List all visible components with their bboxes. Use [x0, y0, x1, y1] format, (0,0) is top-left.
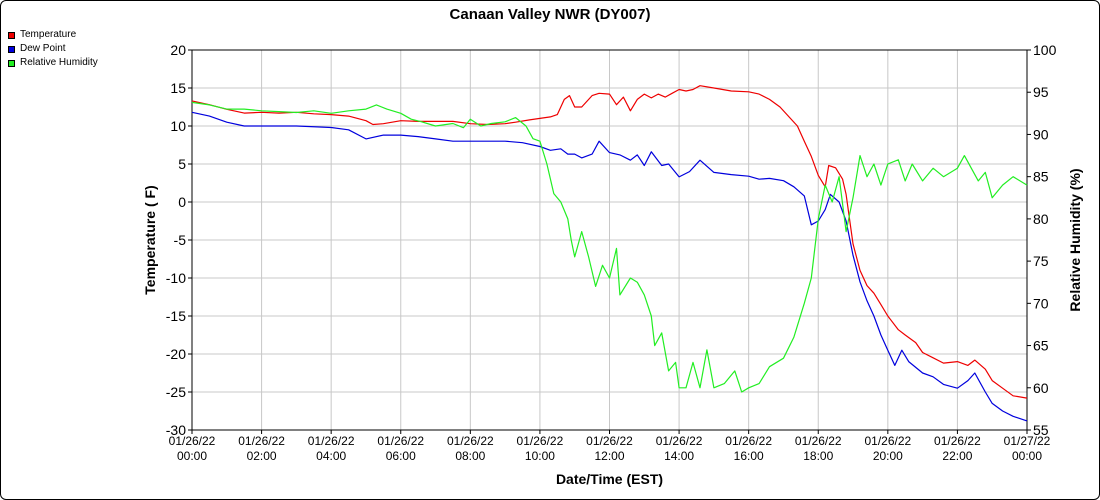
- y-left-tick-label: 15: [170, 80, 186, 96]
- y-right-tick-label: 80: [1033, 211, 1049, 227]
- y-right-tick-label: 55: [1033, 422, 1049, 438]
- x-tick-time: 02:00: [247, 449, 277, 463]
- x-tick-date: 01/26/22: [377, 434, 424, 448]
- legend-item-dew-point: Dew Point: [8, 42, 98, 56]
- y-right-tick-label: 70: [1033, 295, 1049, 311]
- legend-label-relative-humidity: Relative Humidity: [20, 57, 98, 68]
- x-tick-date: 01/26/22: [795, 434, 842, 448]
- legend-swatch-dew-point: [8, 45, 15, 53]
- x-tick-time: 14:00: [664, 449, 694, 463]
- x-tick-date: 01/26/22: [586, 434, 633, 448]
- x-tick-date: 01/26/22: [864, 434, 911, 448]
- y-left-tick-label: -25: [166, 384, 186, 400]
- y-left-tick-label: 10: [170, 118, 186, 134]
- series-line-relative-humidity: [191, 101, 1028, 393]
- y-right-tick-label: 100: [1033, 42, 1057, 58]
- y-left-tick-label: -10: [166, 270, 186, 286]
- y-right-tick-label: 75: [1033, 253, 1049, 269]
- legend: Temperature Dew Point Relative Humidity: [8, 28, 98, 70]
- y-right-tick-label: 90: [1033, 126, 1049, 142]
- legend-swatch-relative-humidity: [8, 59, 15, 67]
- x-tick-time: 20:00: [873, 449, 903, 463]
- y-left-axis-label: Temperature ( F): [142, 185, 158, 294]
- x-tick-time: 10:00: [525, 449, 555, 463]
- y-right-tick-label: 65: [1033, 338, 1049, 354]
- series-line-temperature: [191, 85, 1028, 399]
- x-tick-time: 22:00: [942, 449, 972, 463]
- x-tick-date: 01/27/22: [1004, 434, 1051, 448]
- x-tick-time: 08:00: [455, 449, 485, 463]
- y-left-tick-label: 0: [178, 194, 186, 210]
- x-tick-time: 06:00: [386, 449, 416, 463]
- y-right-tick-label: 60: [1033, 380, 1049, 396]
- chart-title: Canaan Valley NWR (DY007): [450, 6, 651, 23]
- x-tick-date: 01/26/22: [517, 434, 564, 448]
- y-right-tick-label: 95: [1033, 84, 1049, 100]
- x-tick-date: 01/26/22: [934, 434, 981, 448]
- x-tick-date: 01/26/22: [238, 434, 285, 448]
- x-tick-time: 18:00: [803, 449, 833, 463]
- y-left-tick-label: -15: [166, 308, 186, 324]
- legend-swatch-temperature: [8, 31, 15, 39]
- legend-item-relative-humidity: Relative Humidity: [8, 56, 98, 70]
- x-tick-time: 16:00: [734, 449, 764, 463]
- y-left-tick-label: -30: [166, 422, 186, 438]
- y-left-tick-label: -5: [174, 232, 187, 248]
- y-left-tick-label: 5: [178, 156, 186, 172]
- x-tick-time: 04:00: [316, 449, 346, 463]
- x-tick-date: 01/26/22: [725, 434, 772, 448]
- y-left-tick-label: -20: [166, 346, 186, 362]
- x-tick-date: 01/26/22: [308, 434, 355, 448]
- y-right-axis-label: Relative Humidity (%): [1067, 168, 1083, 311]
- x-tick-date: 01/26/22: [447, 434, 494, 448]
- legend-item-temperature: Temperature: [8, 28, 98, 42]
- legend-label-dew-point: Dew Point: [20, 43, 66, 54]
- y-left-tick-label: 20: [170, 42, 186, 58]
- series-line-dew-point: [191, 111, 1028, 422]
- plot-border: [191, 49, 1028, 431]
- legend-label-temperature: Temperature: [20, 29, 77, 40]
- x-tick-time: 12:00: [594, 449, 624, 463]
- y-right-tick-label: 85: [1033, 169, 1049, 185]
- x-tick-date: 01/26/22: [169, 434, 216, 448]
- x-tick-date: 01/26/22: [656, 434, 703, 448]
- x-axis-label: Date/Time (EST): [556, 471, 663, 487]
- x-tick-time: 00:00: [177, 449, 207, 463]
- x-tick-time: 00:00: [1012, 449, 1042, 463]
